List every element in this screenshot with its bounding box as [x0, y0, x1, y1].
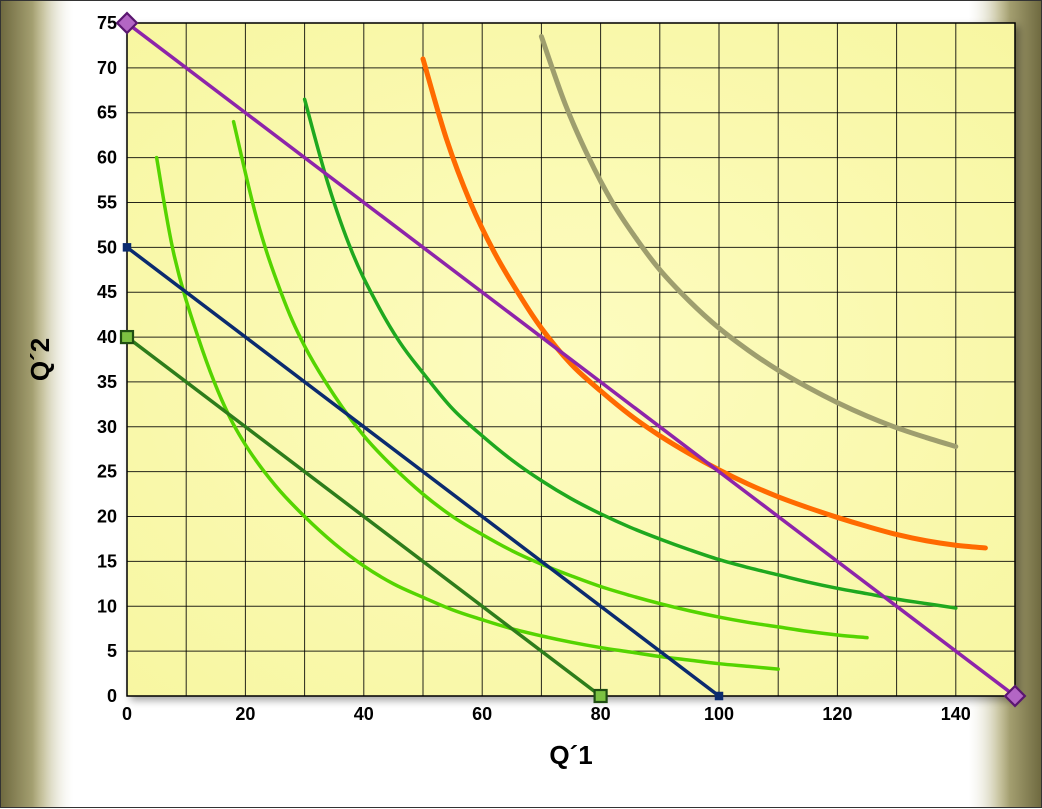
y-tick-label: 60: [97, 148, 117, 168]
budget-line-navy-marker: [124, 244, 131, 251]
x-tick-label: 100: [704, 704, 734, 724]
y-tick-label: 15: [97, 551, 117, 571]
x-tick-label: 0: [122, 704, 132, 724]
chart-frame: 0 20 40 60 80 100 120 140 0 5 10 15 20 25 30 35 40 45 50 55…: [0, 0, 1042, 808]
x-tick-label: 40: [354, 704, 374, 724]
budget-line-green-marker: [595, 690, 607, 702]
y-tick-label: 25: [97, 462, 117, 482]
y-tick-label: 70: [97, 58, 117, 78]
budget-line-navy-marker: [716, 693, 723, 700]
x-tick-label: 140: [941, 704, 971, 724]
y-axis-title: Q´2: [25, 338, 55, 381]
x-tick-label: 60: [472, 704, 492, 724]
x-tick-label: 80: [591, 704, 611, 724]
y-tick-label: 55: [97, 192, 117, 212]
y-tick-label: 35: [97, 372, 117, 392]
y-tick-label: 0: [107, 686, 117, 706]
y-tick-label: 45: [97, 282, 117, 302]
y-tick-label: 10: [97, 596, 117, 616]
x-tick-label: 120: [822, 704, 852, 724]
y-tick-label: 40: [97, 327, 117, 347]
y-tick-label: 50: [97, 237, 117, 257]
chart-svg: 0 20 40 60 80 100 120 140 0 5 10 15 20 25 30 35 40 45 50 55…: [1, 1, 1042, 809]
y-tick-label: 5: [107, 641, 117, 661]
x-axis-title: Q´1: [549, 740, 592, 770]
y-tick-label: 75: [97, 13, 117, 33]
y-tick-label: 30: [97, 417, 117, 437]
x-tick-label: 20: [235, 704, 255, 724]
y-tick-label: 65: [97, 103, 117, 123]
y-tick-label: 20: [97, 507, 117, 527]
budget-line-green-marker: [121, 331, 133, 343]
